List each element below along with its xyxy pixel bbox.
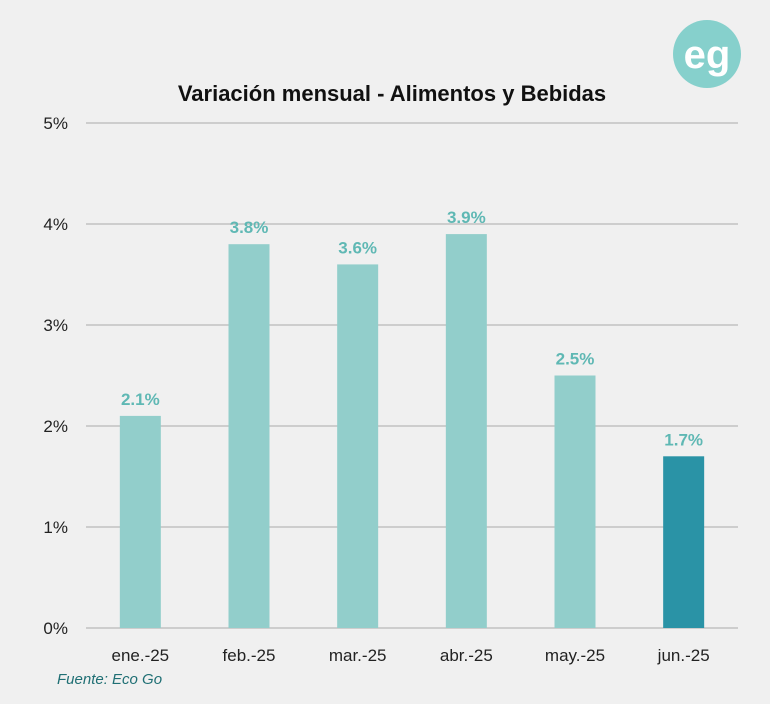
y-tick-label: 0%: [43, 619, 68, 638]
logo-badge: [673, 20, 741, 88]
data-label: 1.7%: [664, 430, 703, 449]
y-tick-label: 2%: [43, 417, 68, 436]
data-label: 3.9%: [447, 208, 486, 227]
logo: eg: [673, 20, 741, 88]
data-label: 2.1%: [121, 390, 160, 409]
y-tick-label: 3%: [43, 316, 68, 335]
bar: [337, 264, 379, 628]
x-tick-label: mar.-25: [329, 646, 387, 665]
data-label: 3.8%: [230, 218, 269, 237]
bar: [445, 234, 487, 628]
data-label: 3.6%: [338, 238, 377, 257]
source-note: Fuente: Eco Go: [57, 671, 162, 688]
bar: [119, 415, 161, 628]
gridlines: [86, 122, 738, 629]
x-tick-label: feb.-25: [223, 646, 276, 665]
data-labels: 2.1% 3.8% 3.6% 3.9% 2.5% 1.7%: [121, 208, 703, 449]
bar: [228, 244, 270, 628]
data-label: 2.5%: [556, 350, 595, 369]
y-axis-ticks: 0% 1% 2% 3% 4% 5%: [43, 114, 68, 638]
bars: [119, 234, 705, 628]
chart-title: Variación mensual - Alimentos y Bebidas: [178, 81, 606, 106]
logo-text: eg: [684, 33, 731, 77]
bar: [663, 456, 705, 628]
y-tick-label: 1%: [43, 518, 68, 537]
x-tick-label: abr.-25: [440, 646, 493, 665]
x-axis-ticks: ene.-25 feb.-25 mar.-25 abr.-25 may.-25 jun.-…: [111, 646, 709, 665]
x-tick-label: may.-25: [545, 646, 605, 665]
x-tick-label: ene.-25: [111, 646, 169, 665]
bar: [554, 375, 596, 628]
y-tick-label: 5%: [43, 114, 68, 133]
x-tick-label: jun.-25: [657, 646, 710, 665]
y-tick-label: 4%: [43, 215, 68, 234]
